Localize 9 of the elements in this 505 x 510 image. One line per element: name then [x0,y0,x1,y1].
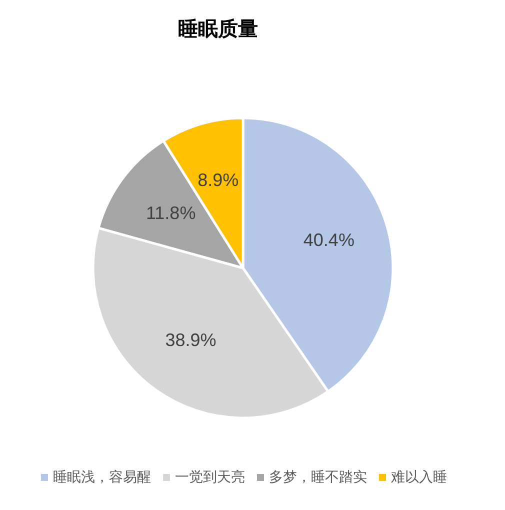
data-label: 38.9% [165,330,216,350]
data-label: 8.9% [198,170,239,190]
legend-label: 一觉到天亮 [175,468,245,485]
legend-label: 难以入睡 [390,468,447,485]
data-label: 40.4% [303,230,354,250]
chart-title: 睡眠质量 [178,17,258,40]
data-label: 11.8% [146,202,196,223]
legend-label: 多梦，睡不踏实 [269,468,367,485]
legend-label: 睡眠浅，容易醒 [53,468,151,485]
